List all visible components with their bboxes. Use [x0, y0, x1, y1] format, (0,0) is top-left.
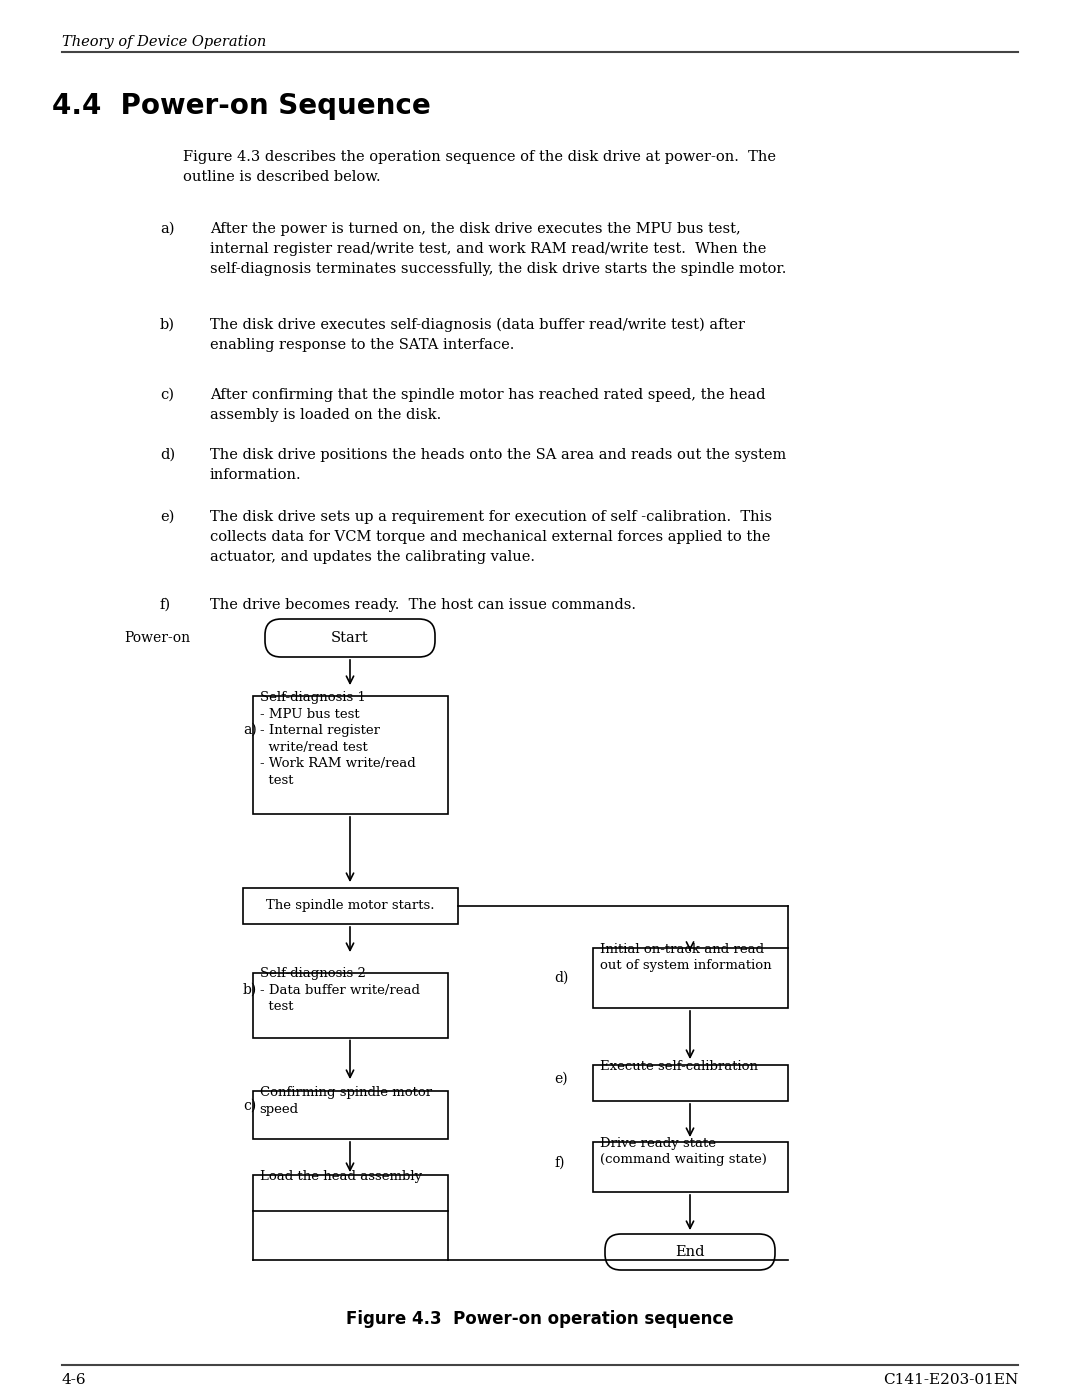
- Text: b): b): [243, 983, 257, 997]
- Text: Confirming spindle motor
speed: Confirming spindle motor speed: [259, 1085, 432, 1115]
- FancyBboxPatch shape: [265, 619, 435, 657]
- FancyBboxPatch shape: [605, 1234, 775, 1270]
- Text: Drive ready state
(command waiting state): Drive ready state (command waiting state…: [599, 1137, 767, 1166]
- Bar: [253, 1091, 447, 1139]
- Text: e): e): [554, 1071, 568, 1085]
- Text: f): f): [554, 1155, 565, 1171]
- Text: Execute self-calibration: Execute self-calibration: [599, 1060, 757, 1073]
- Text: After the power is turned on, the disk drive executes the MPU bus test,
internal: After the power is turned on, the disk d…: [210, 222, 786, 277]
- Text: Figure 4.3 describes the operation sequence of the disk drive at power-on.  The
: Figure 4.3 describes the operation seque…: [183, 149, 777, 184]
- Text: Self-diagnosis 2
- Data buffer write/read
  test: Self-diagnosis 2 - Data buffer write/rea…: [259, 968, 419, 1013]
- Text: Load the head assembly: Load the head assembly: [259, 1171, 421, 1183]
- Text: Theory of Device Operation: Theory of Device Operation: [62, 35, 267, 49]
- Text: a): a): [160, 222, 175, 236]
- Text: Figure 4.3  Power-on operation sequence: Figure 4.3 Power-on operation sequence: [347, 1310, 733, 1329]
- Text: d): d): [554, 971, 569, 985]
- Bar: [593, 1141, 787, 1192]
- Bar: [593, 1065, 787, 1101]
- Bar: [253, 1175, 447, 1211]
- Text: The spindle motor starts.: The spindle motor starts.: [266, 900, 434, 912]
- Bar: [253, 972, 447, 1038]
- Text: d): d): [160, 448, 175, 462]
- Text: Initial on-track and read
out of system information: Initial on-track and read out of system …: [599, 943, 771, 972]
- Text: c): c): [160, 388, 174, 402]
- Text: 4-6: 4-6: [62, 1373, 86, 1387]
- Text: Start: Start: [332, 631, 368, 645]
- Bar: [593, 949, 787, 1009]
- Text: a): a): [243, 724, 257, 738]
- Text: After confirming that the spindle motor has reached rated speed, the head
assemb: After confirming that the spindle motor …: [210, 388, 766, 422]
- Text: f): f): [160, 598, 171, 612]
- Text: C141-E203-01EN: C141-E203-01EN: [882, 1373, 1018, 1387]
- Text: The disk drive positions the heads onto the SA area and reads out the system
inf: The disk drive positions the heads onto …: [210, 448, 786, 482]
- Bar: [243, 888, 458, 923]
- Text: 4.4  Power-on Sequence: 4.4 Power-on Sequence: [52, 92, 431, 120]
- Text: c): c): [243, 1099, 256, 1113]
- Text: Power-on: Power-on: [124, 631, 190, 645]
- Text: e): e): [160, 510, 174, 524]
- Bar: [253, 696, 447, 814]
- Text: The drive becomes ready.  The host can issue commands.: The drive becomes ready. The host can is…: [210, 598, 636, 612]
- Text: Self-diagnosis 1
- MPU bus test
- Internal register
  write/read test
- Work RAM: Self-diagnosis 1 - MPU bus test - Intern…: [259, 692, 415, 787]
- Text: b): b): [160, 319, 175, 332]
- Text: The disk drive sets up a requirement for execution of self -calibration.  This
c: The disk drive sets up a requirement for…: [210, 510, 772, 564]
- Text: The disk drive executes self-diagnosis (data buffer read/write test) after
enabl: The disk drive executes self-diagnosis (…: [210, 319, 745, 352]
- Text: End: End: [675, 1245, 705, 1259]
